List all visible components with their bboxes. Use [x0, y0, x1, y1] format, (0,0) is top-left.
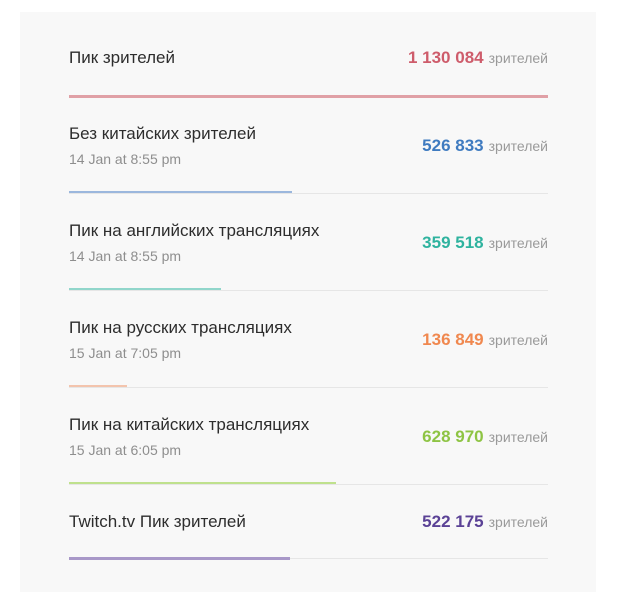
stat-unit: зрителей — [488, 332, 548, 348]
stat-row-without-chinese: Без китайских зрителей 14 Jan at 8:55 pm… — [69, 124, 548, 194]
stat-value: 628 970 зрителей — [422, 427, 548, 447]
stat-number: 526 833 — [422, 136, 484, 155]
stat-unit: зрителей — [488, 235, 548, 251]
divider — [69, 290, 548, 291]
stat-name: Пик на китайских трансляциях — [69, 415, 310, 434]
divider — [69, 484, 548, 485]
stat-bar — [69, 482, 336, 485]
stat-bar — [69, 557, 290, 560]
stat-unit: зрителей — [488, 50, 548, 66]
stat-date: 15 Jan at 7:05 pm — [69, 345, 182, 361]
stat-number: 522 175 — [422, 512, 484, 531]
stat-date: 14 Jan at 8:55 pm — [69, 151, 182, 167]
stat-bar — [69, 385, 127, 388]
stat-bar — [69, 191, 292, 194]
stat-value: 359 518 зрителей — [422, 233, 548, 253]
stat-row-russian-streams: Пик на русских трансляциях 15 Jan at 7:0… — [69, 318, 548, 388]
stat-unit: зрителей — [488, 429, 548, 445]
divider — [69, 193, 548, 194]
stat-date: 15 Jan at 6:05 pm — [69, 442, 182, 458]
stat-number: 1 130 084 — [407, 48, 484, 67]
stat-value: 136 849 зрителей — [422, 330, 548, 350]
stat-number: 359 518 — [422, 233, 484, 252]
stat-name: Пик зрителей — [69, 48, 175, 67]
viewer-stats-card: Пик зрителей 1 130 084 зрителей Без китай… — [20, 12, 596, 592]
stat-bar — [69, 95, 548, 98]
stat-bar — [69, 288, 221, 291]
stat-value: 1 130 084 зрителей — [408, 48, 548, 68]
stat-date: 14 Jan at 8:55 pm — [69, 248, 182, 264]
stat-value: 526 833 зрителей — [422, 136, 548, 156]
stat-name: Пик на английских трансляциях — [69, 221, 320, 240]
stat-row-peak-viewers: Пик зрителей 1 130 084 зрителей — [69, 48, 548, 100]
stat-number: 136 849 — [422, 330, 484, 349]
stat-name: Пик на русских трансляциях — [69, 318, 292, 337]
stat-row-chinese-streams: Пик на китайских трансляциях 15 Jan at 6… — [69, 415, 548, 485]
divider — [69, 558, 548, 559]
stat-number: 628 970 — [422, 427, 484, 446]
stat-row-twitch-peak: Twitch.tv Пик зрителей 522 175 зрителей — [69, 512, 548, 562]
stat-row-english-streams: Пик на английских трансляциях 14 Jan at … — [69, 221, 548, 291]
stat-name: Twitch.tv Пик зрителей — [69, 512, 246, 531]
stat-unit: зрителей — [488, 138, 548, 154]
stat-unit: зрителей — [488, 514, 548, 530]
stat-value: 522 175 зрителей — [422, 512, 548, 532]
stat-name: Без китайских зрителей — [69, 124, 256, 143]
divider — [69, 387, 548, 388]
